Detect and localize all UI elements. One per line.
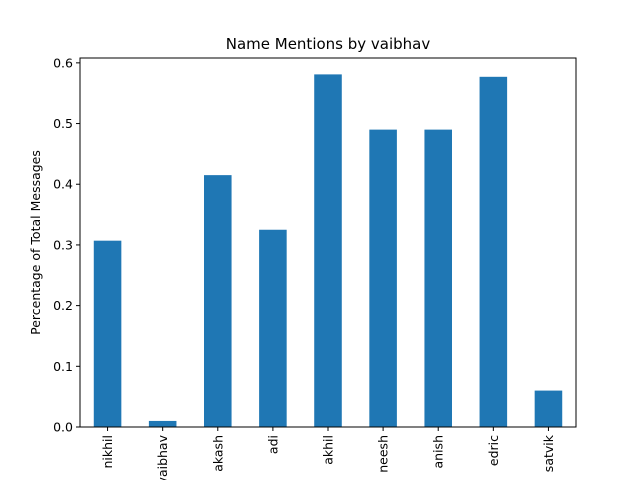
bar-anish (424, 129, 452, 427)
y-tick-label: 0.4 (53, 177, 73, 192)
plot-frame (79, 57, 577, 428)
y-tick-label: 0.0 (53, 420, 73, 435)
y-axis-label: Percentage of Total Messages (28, 150, 43, 335)
y-axis-ticks: 0.0 0.1 0.2 0.3 0.4 0.5 0.6 (53, 55, 80, 435)
x-tick-label-vaibhav: vaibhav (155, 434, 170, 480)
x-tick-label-akhil: akhil (321, 435, 336, 465)
x-tick-label-nikhil: nikhil (100, 435, 115, 469)
bar-neesh (369, 129, 397, 427)
bar-akhil (314, 74, 342, 427)
y-tick-label: 0.5 (53, 116, 73, 131)
x-tick-label-adi: adi (265, 435, 280, 454)
x-axis-ticks: nikhil vaibhav akash adi akhil neesh anish edri… (100, 427, 556, 480)
bars-group (93, 74, 563, 427)
x-tick-label-neesh: neesh (376, 435, 391, 473)
y-tick-label: 0.1 (53, 359, 73, 374)
bar-edric (479, 76, 508, 427)
bar-akash (204, 175, 232, 427)
bar-nikhil (93, 240, 122, 427)
x-tick-label-satvik: satvik (541, 434, 556, 472)
y-tick-label: 0.6 (53, 55, 73, 70)
x-tick-label-akash: akash (210, 435, 225, 472)
bar-adi (259, 229, 287, 427)
x-tick-label-anish: anish (431, 435, 446, 469)
bar-satvik (534, 390, 563, 427)
y-tick-label: 0.3 (53, 237, 73, 252)
y-tick-label: 0.2 (53, 298, 73, 313)
bar-vaibhav (148, 420, 177, 427)
x-tick-label-edric: edric (486, 435, 501, 466)
chart-title: Name Mentions by vaibhav (226, 35, 431, 53)
